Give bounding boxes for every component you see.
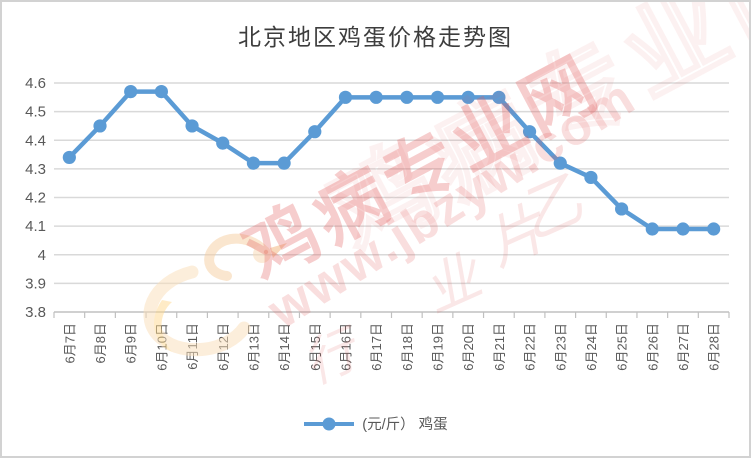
data-point-marker [645,222,659,236]
x-axis-tick-label: 6月11日 [185,323,200,370]
y-axis-tick-label: 3.8 [25,304,46,321]
data-point-marker [93,119,107,133]
data-point-marker [676,222,690,236]
data-point-marker [584,170,598,185]
x-axis-tick-label: 6月20日 [461,323,476,371]
data-point-marker [308,125,322,139]
price-series-line [67,89,716,232]
data-point-marker [369,90,383,104]
x-axis-tick-label: 6月21日 [492,323,507,371]
data-point-marker [246,156,261,170]
data-point-marker [62,150,76,165]
x-axis-tick-label: 6月15日 [308,323,323,371]
x-axis-tick-label: 6月14日 [277,323,292,371]
x-axis-tick-label: 6月24日 [584,323,599,371]
y-axis-tick-label: 4.2 [25,190,46,207]
data-point-marker [124,84,138,99]
x-axis-tick-label: 6月28日 [707,323,722,371]
legend-marker-icon [304,417,355,430]
y-axis-tick-label: 4.1 [25,218,46,235]
x-axis-tick-label: 6月10日 [154,323,169,371]
data-point-marker [185,119,199,133]
x-axis-tick-label: 6月18日 [400,323,415,371]
x-axis-tick-label: 6月13日 [246,323,261,371]
x-axis-tick-label: 6月26日 [645,323,660,371]
x-axis-tick-label: 6月7日 [62,323,77,363]
data-point-marker [216,136,230,150]
legend-line-marker-swatch [303,416,355,432]
data-point-marker [338,90,353,104]
y-axis-tick-label: 3.9 [25,275,46,292]
x-axis-tick-label: 6月22日 [523,323,538,371]
legend-label: (元/斤） 鸡蛋 [362,417,448,433]
y-axis-tick-label: 4.3 [25,161,46,178]
data-point-marker [707,222,721,236]
x-axis-tick-label: 6月25日 [615,323,630,371]
data-point-marker [492,90,506,104]
y-axis-tick-label: 4.4 [25,132,46,149]
chart-title: 北京地区鸡蛋价格走势图 [238,25,513,50]
x-axis-tick-label: 6月8日 [93,323,108,363]
y-axis-tick-label: 4 [38,247,46,264]
x-axis-tick-label: 6月12日 [216,323,231,371]
x-axis-tick-label: 6月17日 [369,323,384,371]
x-axis-tick-label: 6月23日 [553,323,568,371]
legend: (元/斤） 鸡蛋 [2,413,749,434]
data-point-marker [277,156,291,170]
data-point-marker [430,90,445,104]
data-point-marker [461,90,475,104]
data-point-marker [553,156,567,170]
x-axis-tick-label: 6月27日 [676,323,691,371]
y-axis-tick-label: 4.5 [25,104,46,121]
data-point-marker [154,84,168,99]
data-point-marker [522,125,537,139]
x-axis-tick-label: 6月19日 [431,323,446,371]
y-axis-tick-label: 4.6 [25,75,46,92]
data-point-marker [615,202,629,216]
x-axis-tick-label: 6月9日 [124,323,139,363]
x-axis-tick-label: 6月16日 [338,323,353,371]
data-point-marker [400,90,414,104]
